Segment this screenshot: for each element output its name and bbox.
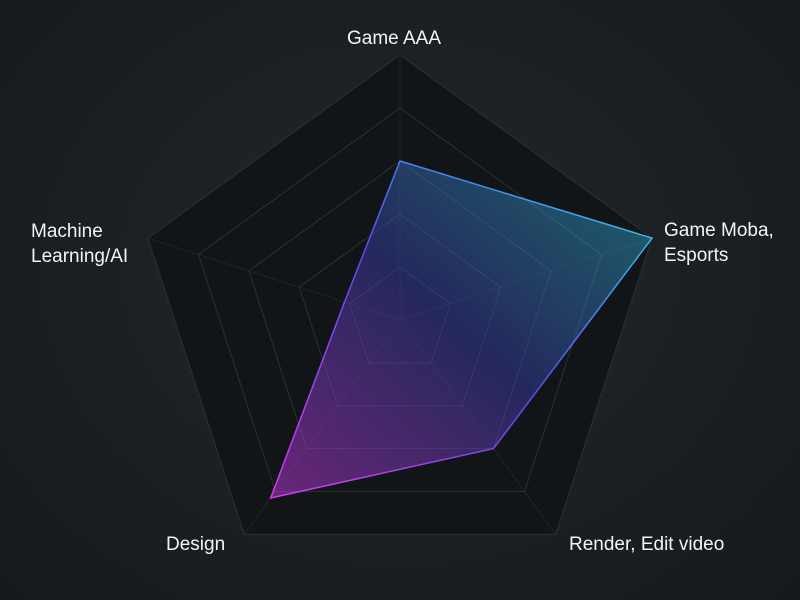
axis-label-render: Render, Edit video bbox=[569, 532, 724, 557]
axis-label-line: Render, Edit video bbox=[569, 534, 725, 555]
axis-label-line: Learning/AI bbox=[31, 246, 129, 267]
series-area bbox=[269, 160, 654, 499]
axis-label-line: Esports bbox=[664, 245, 729, 266]
axis-label-line: Game Moba, bbox=[664, 220, 774, 241]
axis-label-design: Design bbox=[166, 532, 225, 557]
axis-label-line: Design bbox=[166, 534, 226, 555]
axis-label-machine-learning: Machine Learning/AI bbox=[31, 219, 128, 269]
axis-label-line: Game AAA bbox=[347, 28, 441, 49]
axis-label-game-aaa: Game AAA bbox=[347, 26, 441, 51]
axis-label-line: Machine bbox=[31, 221, 103, 242]
axis-label-game-moba: Game Moba, Esports bbox=[664, 218, 774, 268]
radar-series bbox=[269, 160, 654, 499]
